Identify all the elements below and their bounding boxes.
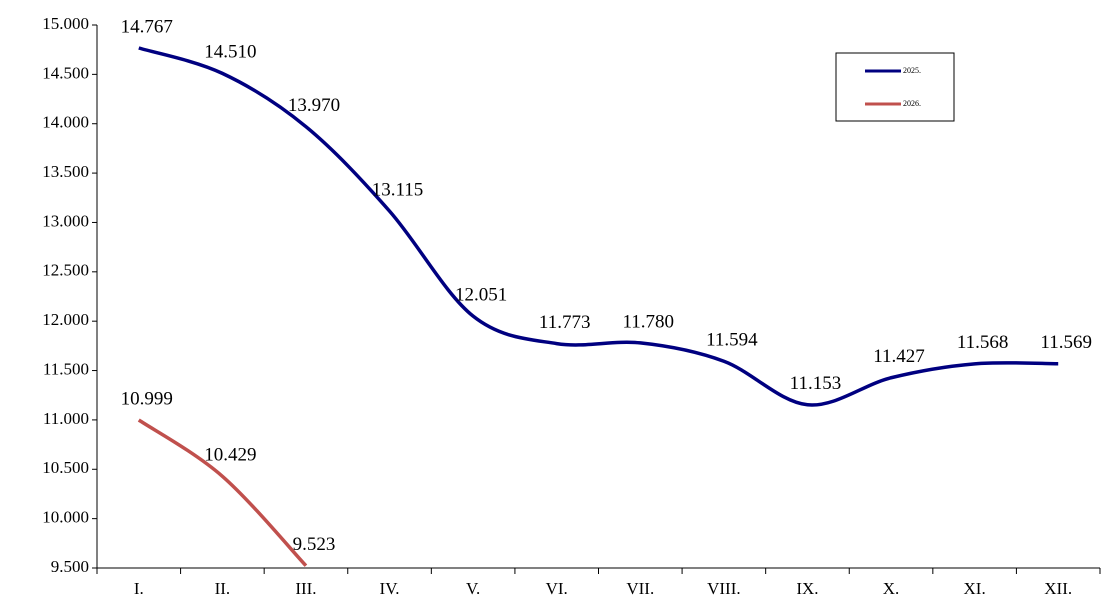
x-tick-label: I. (134, 579, 144, 598)
y-tick-label: 12.500 (42, 261, 89, 280)
legend-label: 2025. (903, 66, 921, 75)
data-label: 11.594 (706, 330, 758, 351)
data-label: 14.767 (121, 16, 173, 37)
data-label: 9.523 (293, 534, 336, 555)
data-label: 11.569 (1040, 332, 1092, 353)
legend-box (835, 52, 955, 122)
x-tick-label: VIII. (707, 579, 741, 598)
x-tick-label: IV. (380, 579, 400, 598)
y-tick-label: 11.500 (43, 359, 89, 378)
data-label: 13.970 (288, 95, 340, 116)
data-label: 11.568 (957, 332, 1009, 353)
legend-label: 2026. (903, 99, 921, 108)
x-tick-label: XII. (1044, 579, 1072, 598)
y-tick-label: 11.000 (43, 409, 89, 428)
y-tick-label: 12.000 (42, 310, 89, 329)
data-label: 10.429 (204, 445, 256, 466)
y-tick-label: 9.500 (51, 557, 89, 576)
data-label: 14.510 (204, 42, 256, 63)
data-label: 12.051 (455, 285, 507, 306)
x-tick-label: IX. (796, 579, 818, 598)
data-label: 13.115 (372, 179, 424, 200)
x-tick-label: X. (883, 579, 900, 598)
y-tick-label: 13.000 (42, 211, 89, 230)
data-label: 11.780 (623, 311, 675, 332)
x-tick-label: V. (466, 579, 480, 598)
y-tick-label: 10.500 (42, 458, 89, 477)
x-tick-label: VI. (546, 579, 568, 598)
data-label: 11.153 (790, 373, 842, 394)
y-tick-label: 15.000 (42, 14, 89, 33)
data-label: 11.773 (539, 312, 591, 333)
x-tick-label: VII. (626, 579, 654, 598)
x-tick-label: XI. (964, 579, 986, 598)
x-tick-label: II. (215, 579, 231, 598)
data-label: 11.427 (873, 346, 925, 367)
y-tick-label: 10.000 (42, 508, 89, 527)
y-tick-label: 14.000 (42, 113, 89, 132)
series-line (137, 418, 308, 567)
data-label: 10.999 (121, 388, 173, 409)
x-tick-label: III. (295, 579, 316, 598)
y-tick-label: 14.500 (42, 63, 89, 82)
y-tick-label: 13.500 (42, 162, 89, 181)
series-line (138, 46, 1059, 407)
